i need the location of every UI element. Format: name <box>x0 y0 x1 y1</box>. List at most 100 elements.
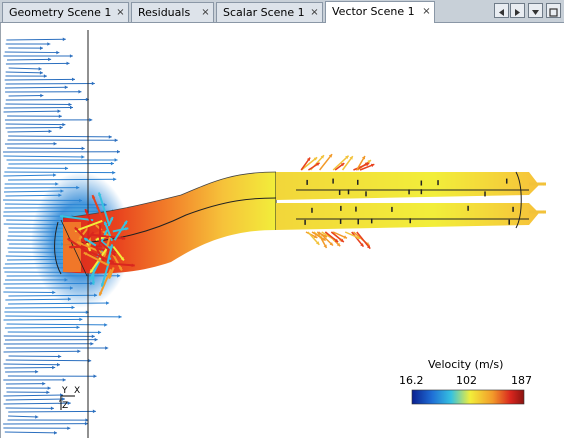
vector-arrowhead <box>53 141 57 146</box>
vector-arrowhead <box>315 241 320 245</box>
vector-arrow <box>4 366 56 369</box>
vector-arrowhead <box>113 177 117 182</box>
vector-arrow <box>3 174 57 177</box>
vector-arrow <box>97 192 110 225</box>
vector-arrowhead <box>364 162 369 166</box>
vector-arrowhead <box>91 81 95 86</box>
probe-mark <box>306 179 308 185</box>
vector-arrow <box>356 231 371 250</box>
vector-arrow <box>319 153 333 171</box>
vector-arrowhead <box>103 253 107 257</box>
probe-mark <box>355 206 357 212</box>
vector-arrow <box>100 257 112 287</box>
vector-arrowhead <box>118 267 123 271</box>
vector-arrowhead <box>106 301 110 305</box>
probe-mark <box>332 178 334 184</box>
probe-mark <box>420 189 423 195</box>
vector-arrow <box>3 402 71 405</box>
vector-arrow <box>5 306 75 309</box>
vector-arrowhead <box>48 129 52 134</box>
vector-arrow <box>92 225 112 236</box>
vector-arrowhead <box>67 238 72 242</box>
probe-mark <box>357 219 359 225</box>
legend-max-label: 187 <box>511 374 532 387</box>
vector-arrowhead <box>48 57 52 62</box>
vector-arrowhead <box>108 275 112 279</box>
vector-arrowhead <box>322 237 326 241</box>
vector-arrowhead <box>328 154 333 158</box>
vector-arrowhead <box>35 369 39 374</box>
vector-arrowhead <box>109 244 114 248</box>
vector-arrowhead <box>111 252 116 256</box>
probe-mark <box>508 219 510 225</box>
vector-arrowhead <box>78 89 82 94</box>
vector-arrowhead <box>91 281 96 285</box>
vector-arrowhead <box>334 238 339 243</box>
vector-arrowhead <box>104 323 108 327</box>
next-tab-button[interactable] <box>510 3 525 18</box>
vector-arrowhead <box>58 114 62 119</box>
vector-arrowhead <box>86 221 91 225</box>
vector-arrow <box>93 243 105 262</box>
tab-scalar-scene[interactable]: Scalar Scene 1 × <box>216 2 323 22</box>
vector-arrow <box>106 244 114 264</box>
vector-arrowhead <box>74 227 79 231</box>
vector-arrowhead <box>56 362 60 367</box>
vector-arrowhead <box>100 283 105 287</box>
vector-arrowhead <box>84 421 88 426</box>
vector-arrowhead <box>345 155 349 160</box>
vector-arrow <box>317 231 328 249</box>
vector-arrowhead <box>46 390 50 395</box>
vector-arrowhead <box>62 378 66 382</box>
tab-label: Residuals <box>138 6 191 19</box>
vector-arrow <box>4 326 80 329</box>
inlet-guide-line <box>60 219 88 277</box>
probe-mark <box>408 189 410 195</box>
vector-arrowhead <box>306 157 311 162</box>
close-icon[interactable]: × <box>310 7 319 18</box>
vector-arrow <box>3 318 83 321</box>
tab-residuals[interactable]: Residuals × <box>131 2 214 22</box>
vector-arrowhead <box>323 244 327 249</box>
tab-list-button[interactable] <box>528 3 543 18</box>
tab-vector-scene[interactable]: Vector Scene 1 × <box>325 1 435 23</box>
vector-arrowhead <box>120 256 124 261</box>
vector-arrowhead <box>320 155 324 159</box>
vector-arrow <box>6 38 66 41</box>
vector-arrow <box>89 250 115 264</box>
vector-arrowhead <box>107 226 112 230</box>
probe-mark <box>512 206 514 212</box>
axis-x-label: X <box>74 386 81 396</box>
vector-scene-viewport[interactable]: Velocity (m/s) 16.2 102 187 Y X Z <box>0 23 564 438</box>
probe-mark <box>338 189 341 195</box>
outlet-dots <box>304 178 514 225</box>
maximize-button[interactable] <box>546 3 561 18</box>
vector-arrowhead <box>76 325 80 330</box>
vector-arrowhead <box>90 341 94 346</box>
vector-arrowhead <box>109 216 114 221</box>
vector-arrowhead <box>543 210 546 214</box>
vector-arrowhead <box>81 146 85 151</box>
vector-arrowhead <box>84 209 89 213</box>
prev-tab-button[interactable] <box>494 3 509 18</box>
vector-arrow <box>108 262 135 267</box>
close-icon[interactable]: × <box>116 7 125 18</box>
inlet-swirl-vectors <box>59 192 135 297</box>
vector-arrowhead <box>343 235 347 239</box>
vector-arrowhead <box>94 337 98 342</box>
vector-arrow <box>5 62 70 65</box>
vector-arrowhead <box>42 381 46 386</box>
close-icon[interactable]: × <box>422 6 431 17</box>
probe-mark <box>339 218 342 224</box>
close-icon[interactable]: × <box>201 7 210 18</box>
vector-field-plot[interactable] <box>1 23 564 438</box>
legend-mid-label: 102 <box>456 374 477 387</box>
vector-arrow <box>76 240 108 256</box>
vector-arrowhead <box>356 235 361 240</box>
tab-geometry-scene[interactable]: Geometry Scene 1 × <box>2 2 129 22</box>
vector-arrow <box>318 231 334 247</box>
vector-arrow <box>6 323 108 326</box>
probe-mark <box>356 179 359 185</box>
vector-arrowhead <box>349 156 353 160</box>
axis-z-label: Z <box>62 401 69 411</box>
